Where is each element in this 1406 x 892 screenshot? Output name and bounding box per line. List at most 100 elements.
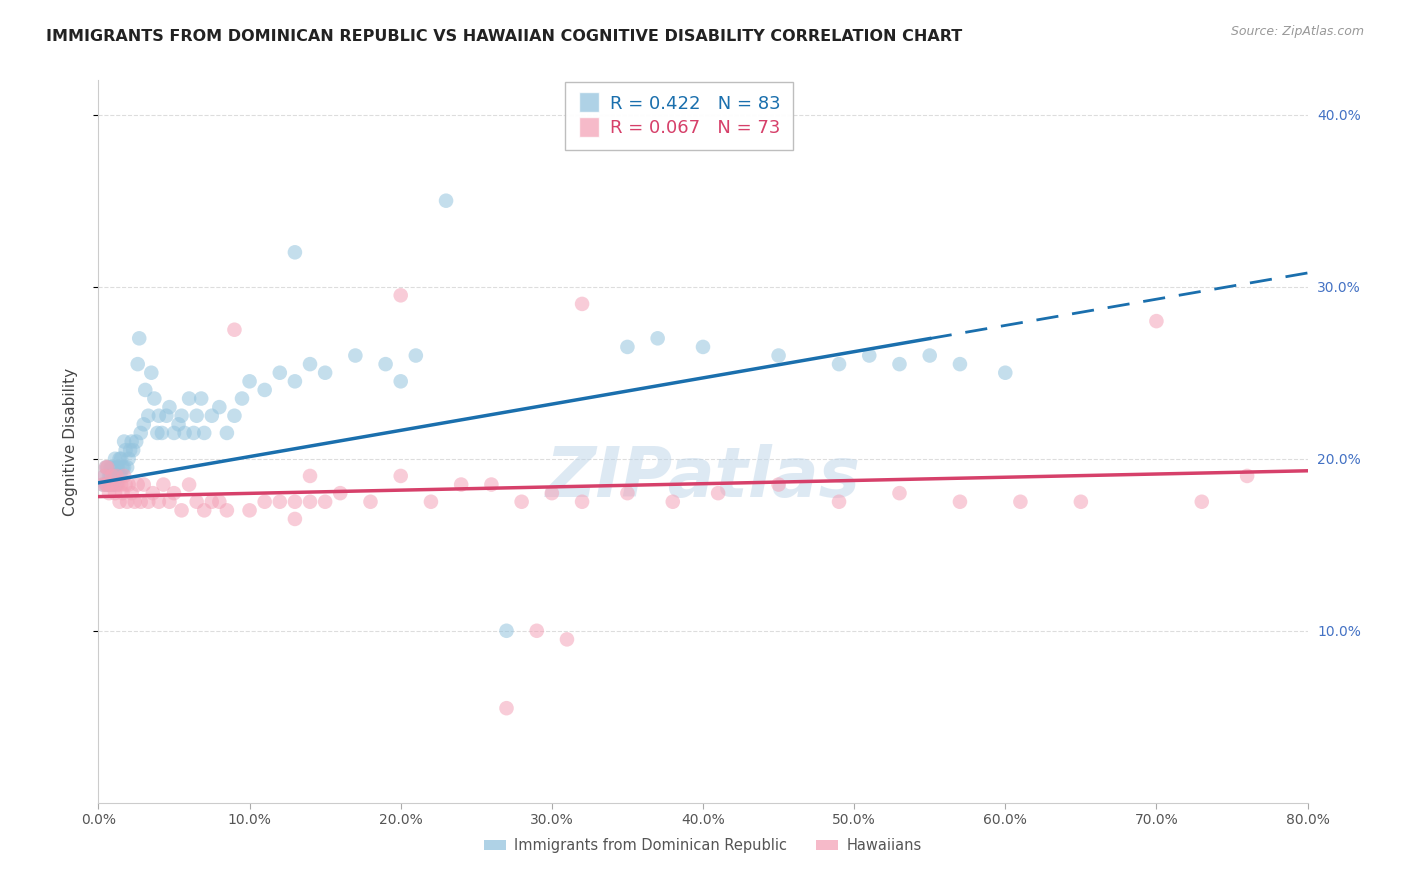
Point bbox=[692, 340, 714, 354]
Point bbox=[128, 331, 150, 345]
Point bbox=[111, 460, 134, 475]
Point bbox=[495, 701, 517, 715]
Point bbox=[215, 425, 238, 440]
Point bbox=[132, 477, 155, 491]
Point bbox=[118, 477, 141, 491]
Point bbox=[253, 494, 276, 508]
Point bbox=[127, 477, 149, 491]
Point bbox=[1010, 494, 1032, 508]
Point bbox=[94, 460, 117, 475]
Point bbox=[148, 409, 170, 423]
Point bbox=[616, 486, 638, 500]
Point bbox=[101, 460, 124, 475]
Point bbox=[152, 477, 174, 491]
Point bbox=[1144, 314, 1167, 328]
Point bbox=[647, 331, 669, 345]
Point bbox=[107, 460, 129, 475]
Point bbox=[231, 392, 253, 406]
Point bbox=[94, 477, 117, 491]
Point bbox=[108, 494, 131, 508]
Point bbox=[344, 349, 367, 363]
Point bbox=[949, 494, 972, 508]
Point bbox=[100, 460, 122, 475]
Point bbox=[1236, 469, 1258, 483]
Point bbox=[100, 469, 122, 483]
Point bbox=[405, 349, 427, 363]
Point bbox=[167, 417, 190, 432]
Point bbox=[571, 494, 593, 508]
Point bbox=[201, 494, 224, 508]
Point bbox=[193, 503, 215, 517]
Point bbox=[98, 486, 121, 500]
Point bbox=[389, 375, 412, 389]
Point bbox=[1191, 494, 1213, 508]
Point bbox=[215, 503, 238, 517]
Point bbox=[193, 425, 215, 440]
Point bbox=[224, 323, 246, 337]
Point bbox=[103, 477, 125, 491]
Text: IMMIGRANTS FROM DOMINICAN REPUBLIC VS HAWAIIAN COGNITIVE DISABILITY CORRELATION : IMMIGRANTS FROM DOMINICAN REPUBLIC VS HA… bbox=[46, 29, 963, 44]
Point bbox=[129, 494, 152, 508]
Y-axis label: Cognitive Disability: Cognitive Disability bbox=[63, 368, 77, 516]
Point bbox=[239, 503, 262, 517]
Point bbox=[96, 460, 118, 475]
Point bbox=[108, 451, 131, 466]
Point bbox=[129, 425, 152, 440]
Point bbox=[114, 477, 136, 491]
Point bbox=[146, 425, 169, 440]
Point bbox=[183, 425, 205, 440]
Point bbox=[159, 400, 181, 414]
Point bbox=[163, 425, 186, 440]
Point bbox=[186, 409, 208, 423]
Point bbox=[104, 469, 127, 483]
Point bbox=[100, 477, 122, 491]
Point bbox=[526, 624, 548, 638]
Point bbox=[201, 409, 224, 423]
Point bbox=[284, 375, 307, 389]
Point bbox=[142, 486, 165, 500]
Point bbox=[132, 417, 155, 432]
Point bbox=[112, 469, 135, 483]
Point bbox=[555, 632, 578, 647]
Point bbox=[661, 494, 683, 508]
Point bbox=[510, 494, 533, 508]
Point bbox=[889, 357, 911, 371]
Point bbox=[103, 477, 125, 491]
Point bbox=[269, 366, 291, 380]
Point bbox=[571, 297, 593, 311]
Point bbox=[434, 194, 457, 208]
Point bbox=[616, 340, 638, 354]
Text: ZIPatlas: ZIPatlas bbox=[546, 444, 860, 511]
Point bbox=[918, 349, 941, 363]
Point bbox=[360, 494, 382, 508]
Legend: Immigrants from Dominican Republic, Hawaiians: Immigrants from Dominican Republic, Hawa… bbox=[478, 832, 928, 859]
Point bbox=[91, 477, 114, 491]
Point bbox=[96, 477, 118, 491]
Point bbox=[121, 486, 143, 500]
Point bbox=[104, 486, 127, 500]
Point bbox=[314, 366, 336, 380]
Point bbox=[495, 624, 517, 638]
Point bbox=[107, 477, 129, 491]
Point bbox=[110, 469, 132, 483]
Point bbox=[125, 434, 148, 449]
Point bbox=[284, 512, 307, 526]
Point bbox=[828, 357, 851, 371]
Point bbox=[96, 477, 118, 491]
Point bbox=[889, 486, 911, 500]
Point bbox=[170, 503, 193, 517]
Point bbox=[104, 451, 127, 466]
Point bbox=[148, 494, 170, 508]
Point bbox=[110, 451, 132, 466]
Point bbox=[105, 477, 128, 491]
Point bbox=[91, 477, 114, 491]
Point bbox=[98, 469, 121, 483]
Point bbox=[115, 460, 138, 475]
Point bbox=[150, 425, 173, 440]
Point bbox=[110, 477, 132, 491]
Point bbox=[269, 494, 291, 508]
Point bbox=[105, 469, 128, 483]
Point bbox=[103, 469, 125, 483]
Point bbox=[136, 409, 159, 423]
Point bbox=[93, 469, 115, 483]
